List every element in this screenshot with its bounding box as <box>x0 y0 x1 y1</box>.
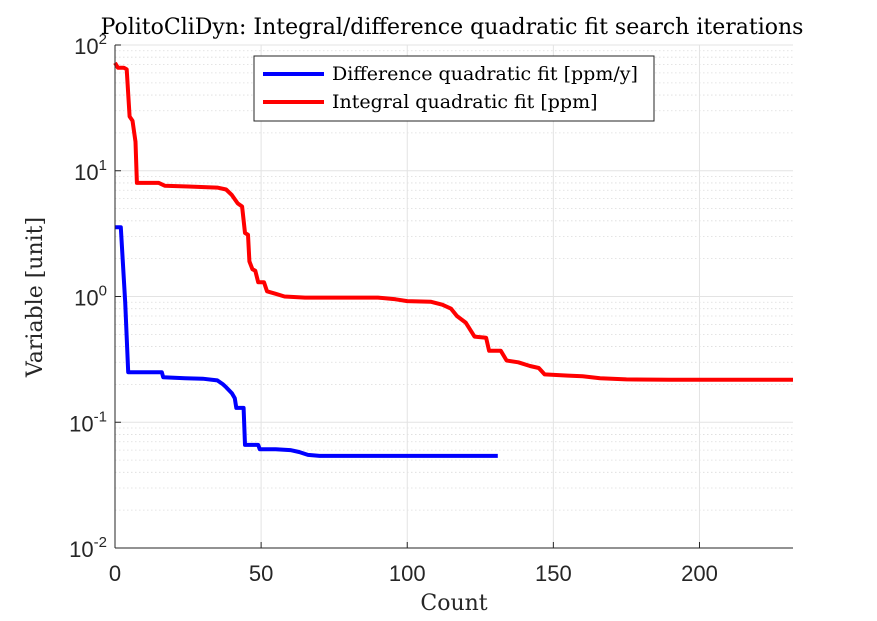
legend-entry-integral: Integral quadratic fit [ppm] <box>332 91 598 113</box>
chart-title: PolitoCliDyn: Integral/difference quadra… <box>101 15 804 40</box>
x-tick-label: 50 <box>249 561 273 586</box>
y-tick-label: 102 <box>74 31 107 59</box>
minor-grid <box>115 50 793 511</box>
y-tick-label: 101 <box>74 157 107 185</box>
legend-box <box>253 55 655 122</box>
y-axis: 10-2 10-1 100 101 102 <box>69 31 121 562</box>
series-layer <box>113 61 793 458</box>
x-tick-label: 200 <box>681 561 718 586</box>
y-tick-label: 10-1 <box>69 408 107 436</box>
x-tick-label: 0 <box>109 561 121 586</box>
x-axis: 0 50 100 150 200 <box>109 542 718 586</box>
y-tick-label: 10-2 <box>69 534 107 562</box>
x-tick-label: 150 <box>535 561 572 586</box>
series-line-0 <box>115 225 498 458</box>
y-tick-label: 100 <box>74 283 107 311</box>
y-axis-label: Variable [unit] <box>23 217 48 378</box>
legend-entry-difference: Difference quadratic fit [ppm/y] <box>332 63 638 85</box>
legend: Difference quadratic fit [ppm/y] Integra… <box>253 55 655 122</box>
x-tick-label: 100 <box>389 561 426 586</box>
x-axis-label: Count <box>420 591 487 616</box>
series-line-1 <box>113 61 793 382</box>
